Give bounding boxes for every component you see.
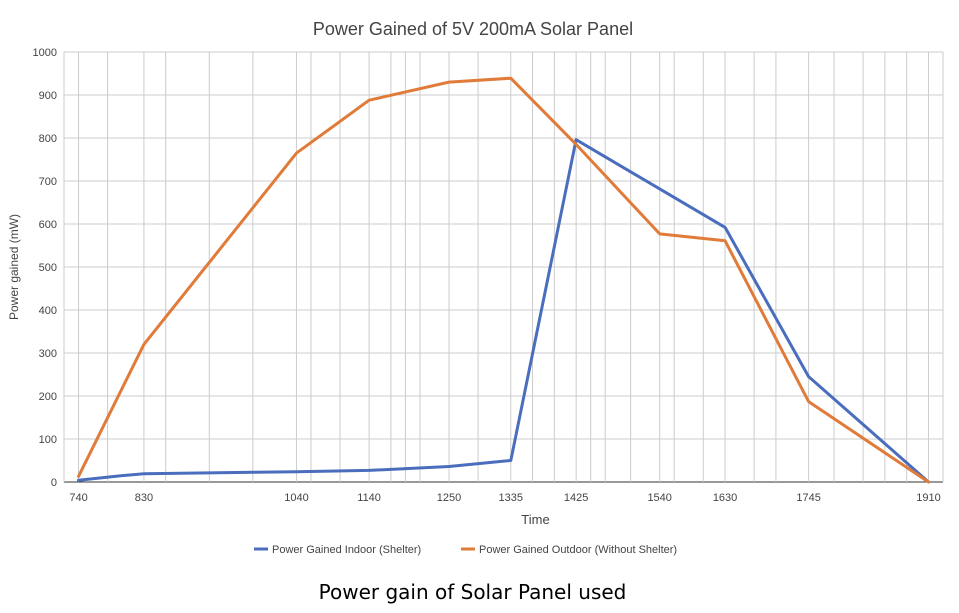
x-tick-label: 1040	[284, 492, 308, 504]
x-tick-label: 1250	[437, 492, 461, 504]
y-tick-label: 700	[39, 176, 57, 188]
x-tick-label: 1745	[796, 492, 820, 504]
y-tick-label: 600	[39, 219, 57, 231]
gridlines	[63, 51, 944, 483]
chart-title: Power Gained of 5V 200mA Solar Panel	[313, 19, 633, 39]
x-tick-label: 1425	[564, 492, 588, 504]
y-tick-label: 100	[39, 434, 57, 446]
y-tick-label: 300	[39, 348, 57, 360]
series-line-outdoor	[77, 76, 930, 484]
line-chart: 0 100 200 300 400 500 600 700 800 900 1000 740 830 10…	[7, 19, 944, 556]
figure-caption: Power gain of Solar Panel used	[318, 580, 627, 604]
y-tick-label: 200	[39, 391, 57, 403]
legend: Power Gained Indoor (Shelter) Power Gaine…	[254, 544, 677, 556]
legend-label: Power Gained Outdoor (Without Shelter)	[479, 544, 677, 556]
y-tick-label: 1000	[33, 47, 57, 59]
y-tick-label: 500	[39, 262, 57, 274]
x-tick-label: 1630	[713, 492, 737, 504]
x-tick-label: 1910	[916, 492, 940, 504]
y-tick-label: 800	[39, 133, 57, 145]
x-tick-label: 1540	[647, 492, 671, 504]
x-tick-label: 740	[69, 492, 87, 504]
y-axis-label: Power gained (mW)	[7, 214, 21, 320]
y-tick-label: 0	[51, 477, 57, 489]
series-line-indoor	[77, 138, 930, 484]
x-tick-label: 1140	[357, 492, 381, 504]
y-tick-label: 900	[39, 90, 57, 102]
x-tick-label: 830	[135, 492, 153, 504]
y-tick-label: 400	[39, 305, 57, 317]
x-tick-label: 1335	[499, 492, 523, 504]
x-axis-label: Time	[521, 512, 549, 527]
legend-label: Power Gained Indoor (Shelter)	[272, 544, 421, 556]
